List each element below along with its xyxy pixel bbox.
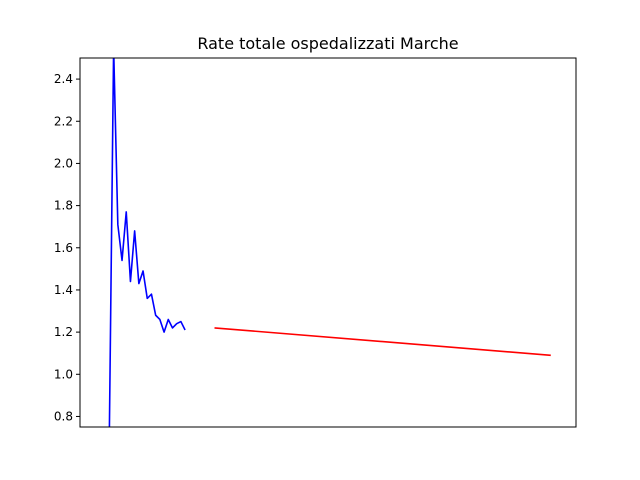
chart-title: Rate totale ospedalizzati Marche xyxy=(197,34,458,53)
y-tick-label: 1.0 xyxy=(54,367,73,381)
y-tick-label: 0.8 xyxy=(54,409,73,423)
series-line-2 xyxy=(214,327,551,357)
y-tick-label: 1.6 xyxy=(54,241,73,255)
y-tick-label: 1.4 xyxy=(54,283,73,297)
y-tick-label: 1.8 xyxy=(54,199,73,213)
y-tick-label: 2.0 xyxy=(54,156,73,170)
plot-frame xyxy=(79,57,577,428)
y-axis-ticks: 0.8 1.0 1.2 1.4 1.6 1.8 2.0 2.2 2.4 xyxy=(54,72,80,423)
y-tick-label: 2.4 xyxy=(54,72,73,86)
y-tick-label: 1.2 xyxy=(54,325,73,339)
series-layer xyxy=(108,58,551,427)
y-tick-label: 2.2 xyxy=(54,114,73,128)
series-line-1 xyxy=(108,58,186,427)
